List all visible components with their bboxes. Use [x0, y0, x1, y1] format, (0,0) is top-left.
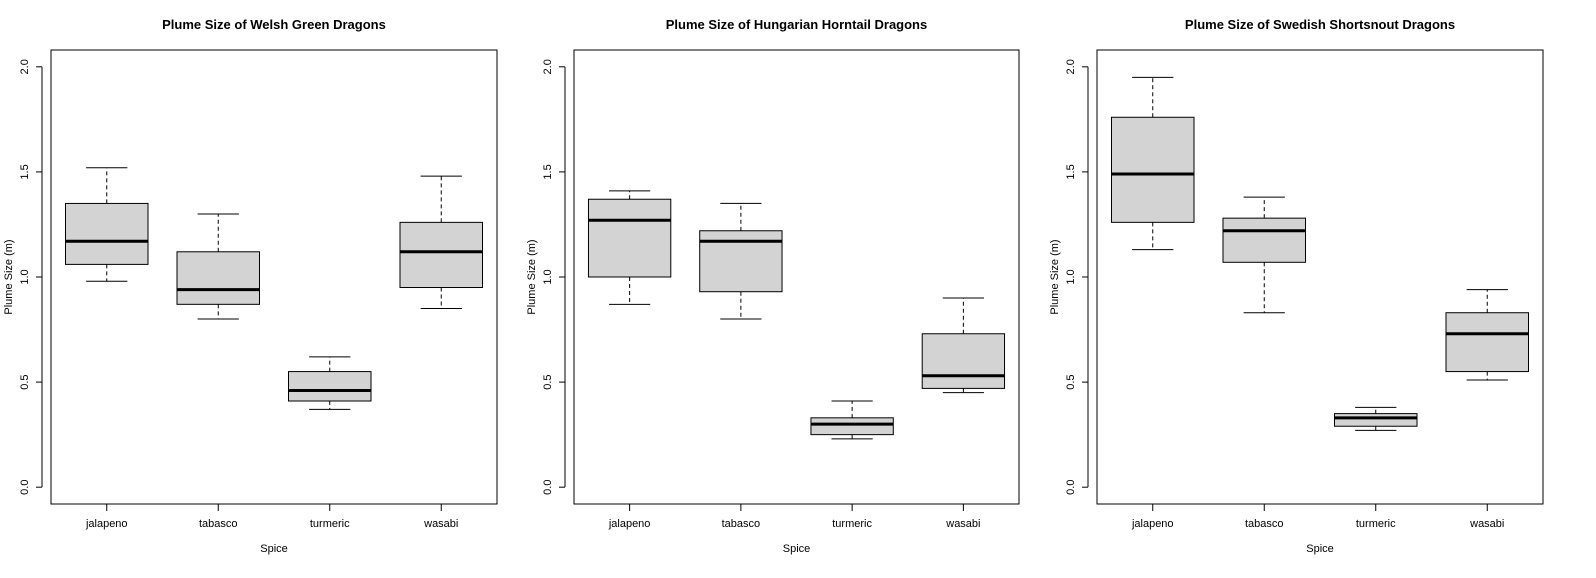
box-wasabi	[399, 175, 484, 310]
x-tick-label: jalapeno	[608, 518, 651, 530]
box-body	[1445, 312, 1530, 373]
box-body	[287, 371, 372, 402]
box-body	[587, 198, 672, 278]
y-tick-label: 1.0	[542, 269, 554, 284]
y-tick-label: 2.0	[542, 59, 554, 74]
box-jalapeno	[587, 190, 672, 305]
y-tick-label: 1.5	[542, 164, 554, 179]
y-tick-label: 1.5	[19, 164, 31, 179]
box-turmeric	[1333, 406, 1418, 431]
box-turmeric	[810, 400, 894, 440]
x-tick-label: tabasco	[722, 518, 761, 530]
chart-panel-2: Plume Size of Hungarian Horntail Dragons…	[526, 17, 1020, 555]
plot-frame	[1096, 49, 1544, 505]
box-body	[1110, 116, 1195, 223]
x-tick-label: turmeric	[310, 518, 350, 530]
box-jalapeno	[1110, 76, 1195, 251]
y-tick-label: 0.5	[1065, 374, 1077, 389]
box-wasabi	[1445, 289, 1530, 381]
box-body	[64, 202, 149, 265]
box-body	[176, 251, 261, 305]
chart-title: Plume Size of Hungarian Horntail Dragons	[666, 17, 927, 32]
y-tick-label: 2.0	[19, 59, 31, 74]
x-axis-label: Spice	[1306, 543, 1334, 555]
box-tabasco	[1222, 196, 1307, 314]
y-axis-label: Plume Size (m)	[526, 239, 538, 314]
y-tick-label: 0.0	[1065, 480, 1077, 495]
box-body	[1333, 413, 1418, 427]
box-body	[1222, 217, 1307, 263]
chart-panel-1: Plume Size of Welsh Green Dragons 0.0 0.5 1…	[3, 17, 498, 555]
y-axis-label: Plume Size (m)	[3, 239, 15, 314]
box-turmeric	[287, 356, 372, 410]
x-tick-label: turmeric	[1356, 518, 1396, 530]
box-tabasco	[176, 213, 261, 320]
y-tick-label: 0.5	[542, 374, 554, 389]
x-tick-label: wasabi	[945, 518, 980, 530]
y-tick-label: 1.0	[1065, 269, 1077, 284]
box-jalapeno	[64, 167, 149, 282]
plot-frame	[50, 49, 498, 505]
x-tick-label: turmeric	[832, 518, 872, 530]
box-body	[399, 221, 484, 289]
y-tick-label: 0.5	[19, 374, 31, 389]
box-wasabi	[921, 297, 1006, 394]
chart-title: Plume Size of Swedish Shortsnout Dragons	[1185, 17, 1455, 32]
y-tick-label: 1.5	[1065, 164, 1077, 179]
x-axis-label: Spice	[783, 543, 811, 555]
x-tick-label: tabasco	[199, 518, 238, 530]
x-tick-label: jalapeno	[1131, 518, 1174, 530]
box-tabasco	[699, 202, 783, 320]
x-axis-label: Spice	[260, 543, 288, 555]
x-tick-label: jalapeno	[85, 518, 128, 530]
y-tick-label: 2.0	[1065, 59, 1077, 74]
x-tick-label: wasabi	[423, 518, 458, 530]
chart-panel-3: Plume Size of Swedish Shortsnout Dragons…	[1049, 17, 1544, 555]
x-tick-label: tabasco	[1245, 518, 1284, 530]
box-body	[810, 417, 894, 436]
y-axis-label: Plume Size (m)	[1049, 239, 1061, 314]
y-tick-label: 0.0	[19, 480, 31, 495]
y-tick-label: 0.0	[542, 480, 554, 495]
box-body	[921, 333, 1006, 389]
chart-title: Plume Size of Welsh Green Dragons	[162, 17, 386, 32]
x-tick-label: wasabi	[1469, 518, 1504, 530]
y-tick-label: 1.0	[19, 269, 31, 284]
plot-frame	[573, 49, 1020, 505]
